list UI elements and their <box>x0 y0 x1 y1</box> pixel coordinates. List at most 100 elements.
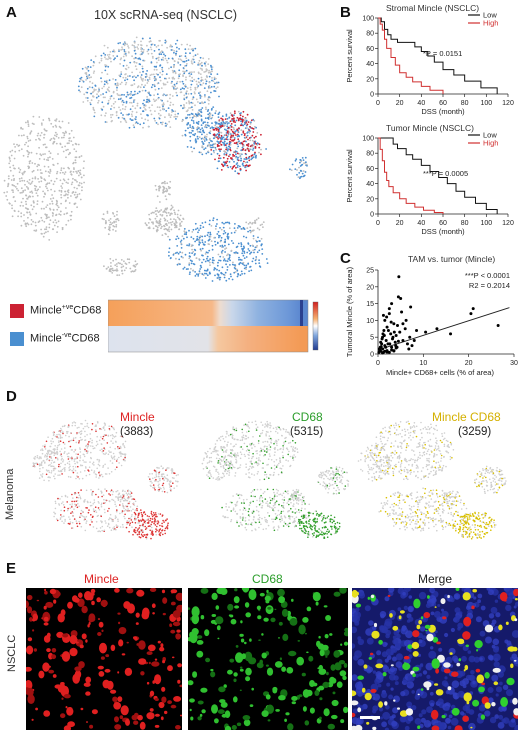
tsne-cell <box>124 76 127 79</box>
tsne-cell <box>258 262 261 264</box>
tsne-cell <box>224 118 227 120</box>
tsne-cell <box>169 484 171 486</box>
tsne-cell <box>226 269 229 271</box>
tsne-cell <box>147 48 150 51</box>
tsne-cell <box>224 450 227 452</box>
tsne-cell <box>66 212 69 215</box>
scatter-point <box>471 307 475 311</box>
tsne-cell <box>166 524 169 526</box>
tsne-cell <box>101 521 103 524</box>
tsne-cell <box>13 157 16 160</box>
tsne-cell <box>206 124 209 127</box>
tsne-cell <box>251 134 254 137</box>
tsne-cell <box>104 511 106 514</box>
tsne-cell <box>258 146 261 149</box>
tsne-cell <box>247 510 250 513</box>
tsne-cell <box>233 227 236 230</box>
tsne-cell <box>125 100 128 103</box>
tsne-cell <box>259 435 261 437</box>
tsne-cell <box>170 207 173 210</box>
tsne-cell <box>67 153 70 156</box>
scatter-point <box>424 330 428 334</box>
tsne-cell <box>179 64 182 66</box>
tsne-cell <box>239 124 242 127</box>
tsne-cell <box>18 171 21 174</box>
tsne-cell <box>209 460 211 462</box>
tsne-cell <box>212 137 215 140</box>
tsne-cell <box>291 516 294 518</box>
tsne-cell <box>257 470 259 473</box>
tsne-cell <box>228 434 230 437</box>
tsne-cell <box>59 518 62 520</box>
tsne-cell <box>266 262 269 264</box>
tsne-cell <box>275 488 278 491</box>
tsne-cell <box>77 465 79 468</box>
tsne-cell <box>53 461 55 464</box>
tsne-cell <box>266 520 268 522</box>
tsne-cell <box>334 526 337 528</box>
tsne-cell <box>170 485 172 487</box>
tsne-cell <box>236 133 239 136</box>
tsne-cell <box>171 95 174 97</box>
tsne-cell <box>215 468 218 471</box>
tsne-cell <box>95 476 97 478</box>
tsne-cell <box>250 251 253 254</box>
tsne-cell <box>158 483 160 486</box>
tsne-cell <box>223 475 225 477</box>
tsne-cell <box>76 427 79 429</box>
tsne-cell <box>24 183 26 186</box>
tsne-cell <box>199 128 202 131</box>
tsne-cell <box>221 506 223 509</box>
tsne-cell <box>295 525 297 527</box>
tsne-cell <box>164 57 167 60</box>
tsne-cell <box>54 512 56 515</box>
tsne-cell <box>92 108 95 111</box>
tsne-cell <box>228 227 231 230</box>
tsne-cell <box>125 81 128 84</box>
tsne-cell <box>134 93 137 96</box>
tsne-cell <box>147 521 150 523</box>
tsne-cell <box>279 520 282 523</box>
tsne-cell <box>13 185 16 187</box>
tsne-cell <box>228 155 230 158</box>
tsne-cell <box>69 445 72 448</box>
tsne-cell <box>109 490 112 493</box>
tsne-cell <box>67 196 69 199</box>
tsne-cell <box>74 424 76 427</box>
tsne-cell <box>169 116 172 119</box>
tsne-cell <box>236 502 238 504</box>
tsne-cell <box>72 497 74 499</box>
tsne-cell <box>280 471 283 473</box>
tsne-cell <box>238 172 240 175</box>
tsne-cell <box>305 514 307 516</box>
tsne-cell <box>127 508 129 510</box>
tsne-cell <box>200 124 203 126</box>
tsne-cell <box>84 470 86 472</box>
tsne-cell <box>67 191 70 194</box>
tsne-cell <box>125 526 128 529</box>
tsne-cell <box>119 445 122 448</box>
tsne-cell <box>131 76 134 78</box>
tsne-cell <box>246 431 248 433</box>
tsne-cell <box>230 249 233 252</box>
tsne-cell <box>92 526 95 528</box>
tsne-cell <box>213 450 215 453</box>
tsne-cell <box>248 421 250 423</box>
tsne-cell <box>185 78 187 81</box>
tsne-cell <box>207 239 210 242</box>
tsne-cell <box>40 457 42 460</box>
tsne-cell <box>42 143 45 146</box>
tsne-cell <box>239 159 242 162</box>
tsne-cell <box>114 515 117 517</box>
tsne-cell <box>69 457 72 459</box>
tsne-cell <box>245 148 248 151</box>
tsne-cell <box>115 490 117 493</box>
tsne-cell <box>256 426 259 428</box>
tsne-cell <box>240 453 243 456</box>
tsne-cell <box>189 135 192 138</box>
tsne-cell <box>157 112 160 115</box>
tsne-cell <box>84 529 87 532</box>
tsne-cell <box>119 451 121 454</box>
tsne-cell <box>196 128 199 131</box>
tsne-cell <box>80 489 82 491</box>
